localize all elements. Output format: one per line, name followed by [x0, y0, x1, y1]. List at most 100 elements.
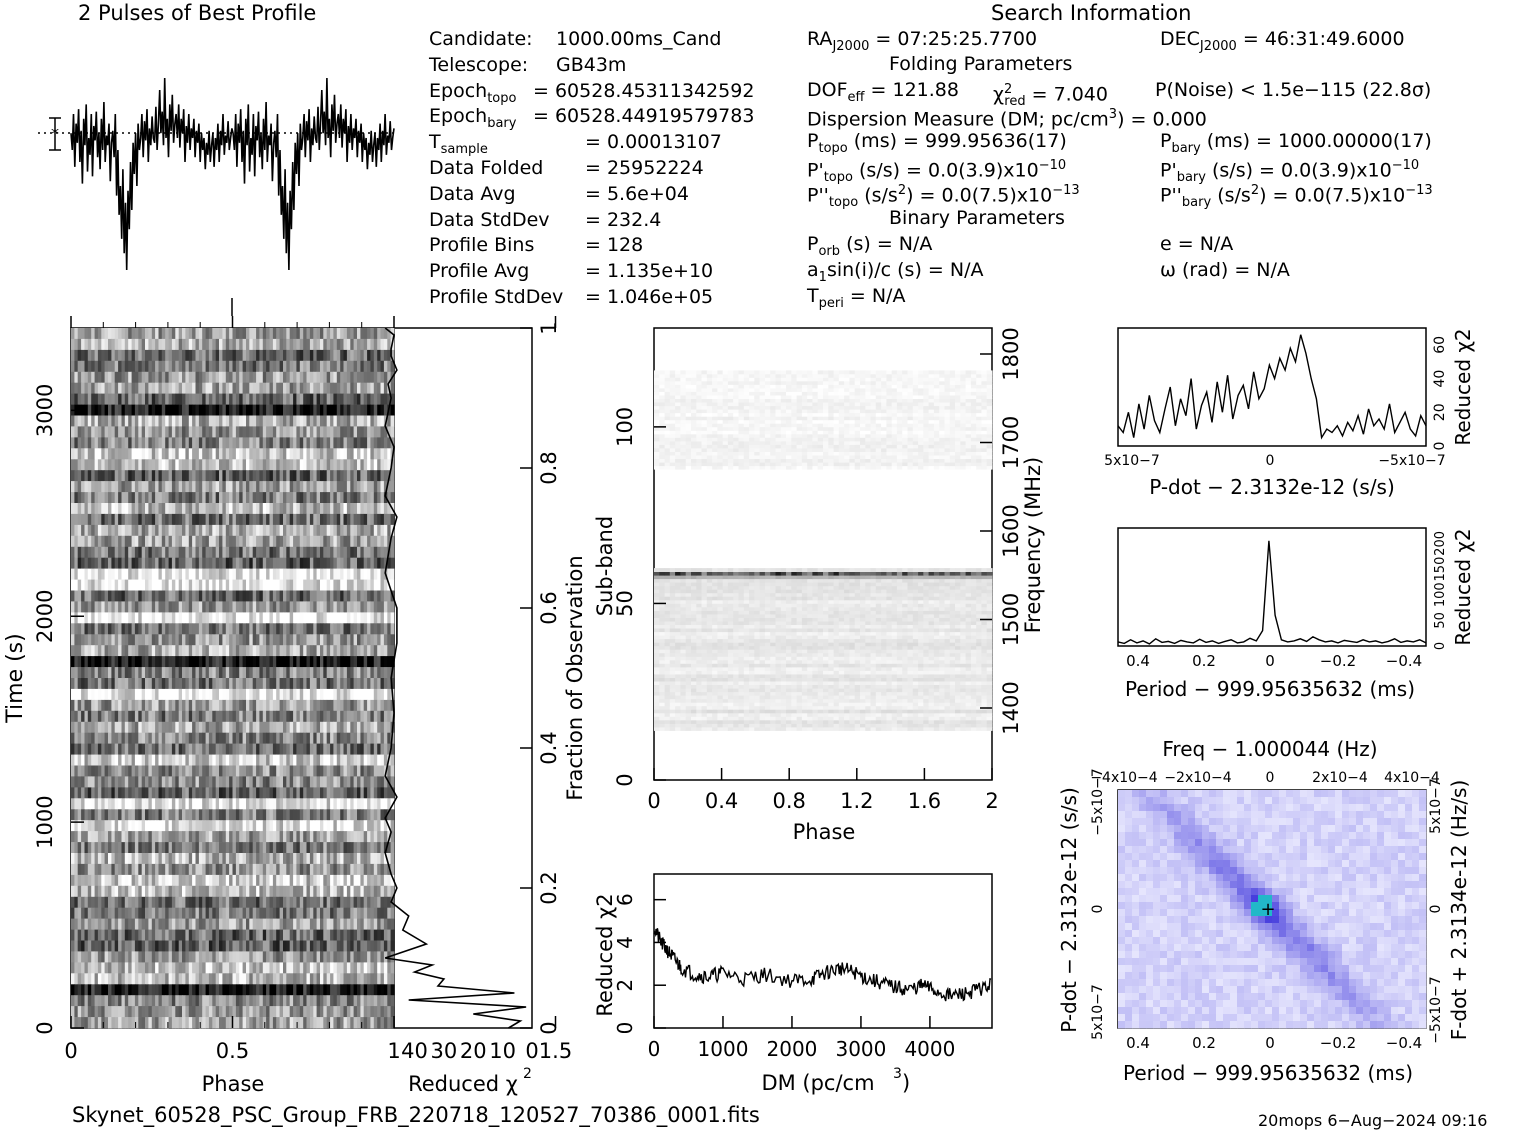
time-phase-cell [215, 765, 220, 777]
time-phase-cell [340, 513, 344, 526]
time-phase-cell [333, 831, 338, 843]
time-phase-cell [367, 557, 371, 569]
time-phase-cell [286, 590, 291, 602]
time-phase-cell [111, 393, 116, 405]
time-phase-cell [192, 535, 196, 548]
time-phase-cell [71, 798, 75, 810]
time-phase-cell [91, 579, 95, 591]
time-phase-cell [303, 404, 307, 416]
time-phase-cell [373, 667, 378, 679]
time-phase-cell [108, 360, 112, 373]
time-phase-cell [272, 349, 277, 362]
time-phase-cell [185, 546, 190, 559]
time-phase-cell [242, 831, 247, 843]
time-phase-cell [279, 557, 284, 569]
time-phase-cell [289, 710, 294, 723]
time-phase-cell [161, 470, 166, 482]
time-phase-cell [363, 612, 368, 624]
time-phase-cell [232, 492, 237, 504]
time-phase-cell [387, 634, 392, 646]
time-phase-cell [94, 404, 99, 416]
time-phase-cell [128, 535, 132, 548]
time-phase-cell [252, 404, 257, 416]
time-phase-cell [185, 688, 190, 701]
time-phase-cell [101, 732, 106, 744]
time-phase-cell [178, 688, 183, 701]
time-phase-cell [266, 546, 270, 559]
time-phase-cell [229, 765, 233, 777]
time-phase-cell [225, 798, 230, 810]
time-phase-cell [252, 842, 257, 854]
time-phase-cell [131, 492, 136, 504]
time-phase-cell [124, 842, 129, 854]
time-phase-cell [333, 853, 338, 865]
time-phase-cell [246, 754, 250, 766]
time-phase-cell [390, 546, 395, 559]
time-phase-cell [74, 831, 79, 843]
time-phase-cell [340, 863, 344, 876]
time-phase-cell [128, 612, 132, 624]
time-phase-cell [330, 481, 334, 493]
time-phase-cell [320, 634, 324, 646]
time-phase-cell [367, 360, 371, 373]
time-phase-cell [330, 371, 334, 384]
time-phase-cell [178, 809, 183, 821]
time-phase-cell [145, 656, 149, 668]
time-phase-cell [330, 863, 334, 876]
time-phase-cell [215, 842, 220, 854]
time-phase-cell [178, 612, 183, 624]
time-phase-cell [145, 645, 149, 657]
time-phase-cell [171, 787, 176, 799]
time-phase-cell [158, 338, 163, 351]
time-phase-cell [74, 492, 79, 504]
time-phase-cell [141, 513, 146, 526]
time-phase-cell [353, 349, 358, 362]
time-phase-cell [225, 437, 230, 449]
time-phase-cell [269, 776, 274, 788]
time-phase-cell [333, 448, 338, 460]
time-phase-cell [185, 470, 190, 482]
time-phase-cell [293, 623, 297, 635]
time-phase-cell [330, 853, 334, 865]
time-phase-cell [323, 776, 328, 788]
time-phase-cell [363, 656, 368, 668]
time-phase-cell [296, 579, 301, 591]
time-phase-cell [316, 437, 321, 449]
time-phase-cell [81, 503, 85, 515]
time-phase-cell [286, 809, 291, 821]
time-phase-cell [188, 535, 193, 548]
time-phase-cell [239, 601, 243, 613]
time-phase-cell [299, 863, 304, 876]
time-phase-cell [380, 874, 385, 887]
time-phase-cell [114, 360, 119, 373]
time-phase-cell [81, 590, 85, 602]
time-phase-cell [138, 448, 143, 460]
time-phase-cell [320, 787, 324, 799]
time-phase-cell [91, 831, 95, 843]
time-phase-cell [97, 492, 102, 504]
time-phase-cell [353, 874, 358, 887]
time-phase-cell [256, 678, 260, 690]
time-phase-cell [145, 349, 149, 362]
time-phase-cell [330, 437, 334, 449]
time-phase-cell [155, 481, 159, 493]
time-phase-cell [330, 831, 334, 843]
time-phase-cell [363, 579, 368, 591]
time-phase-cell [357, 634, 361, 646]
time-phase-cell [175, 481, 180, 493]
time-phase-cell [104, 437, 109, 449]
time-phase-cell [94, 513, 99, 526]
time-phase-cell [84, 437, 89, 449]
time-phase-cell [313, 426, 318, 438]
time-phase-cell [188, 787, 193, 799]
time-phase-cell [151, 678, 156, 690]
time-phase-cell [390, 426, 395, 438]
time-phase-cell [212, 809, 217, 821]
time-phase-cell [91, 349, 95, 362]
time-phase-cell [71, 360, 75, 373]
time-phase-cell [323, 546, 328, 559]
time-phase-cell [242, 765, 247, 777]
time-phase-cell [249, 503, 254, 515]
time-phase-cell [188, 393, 193, 405]
time-phase-cell [175, 776, 180, 788]
